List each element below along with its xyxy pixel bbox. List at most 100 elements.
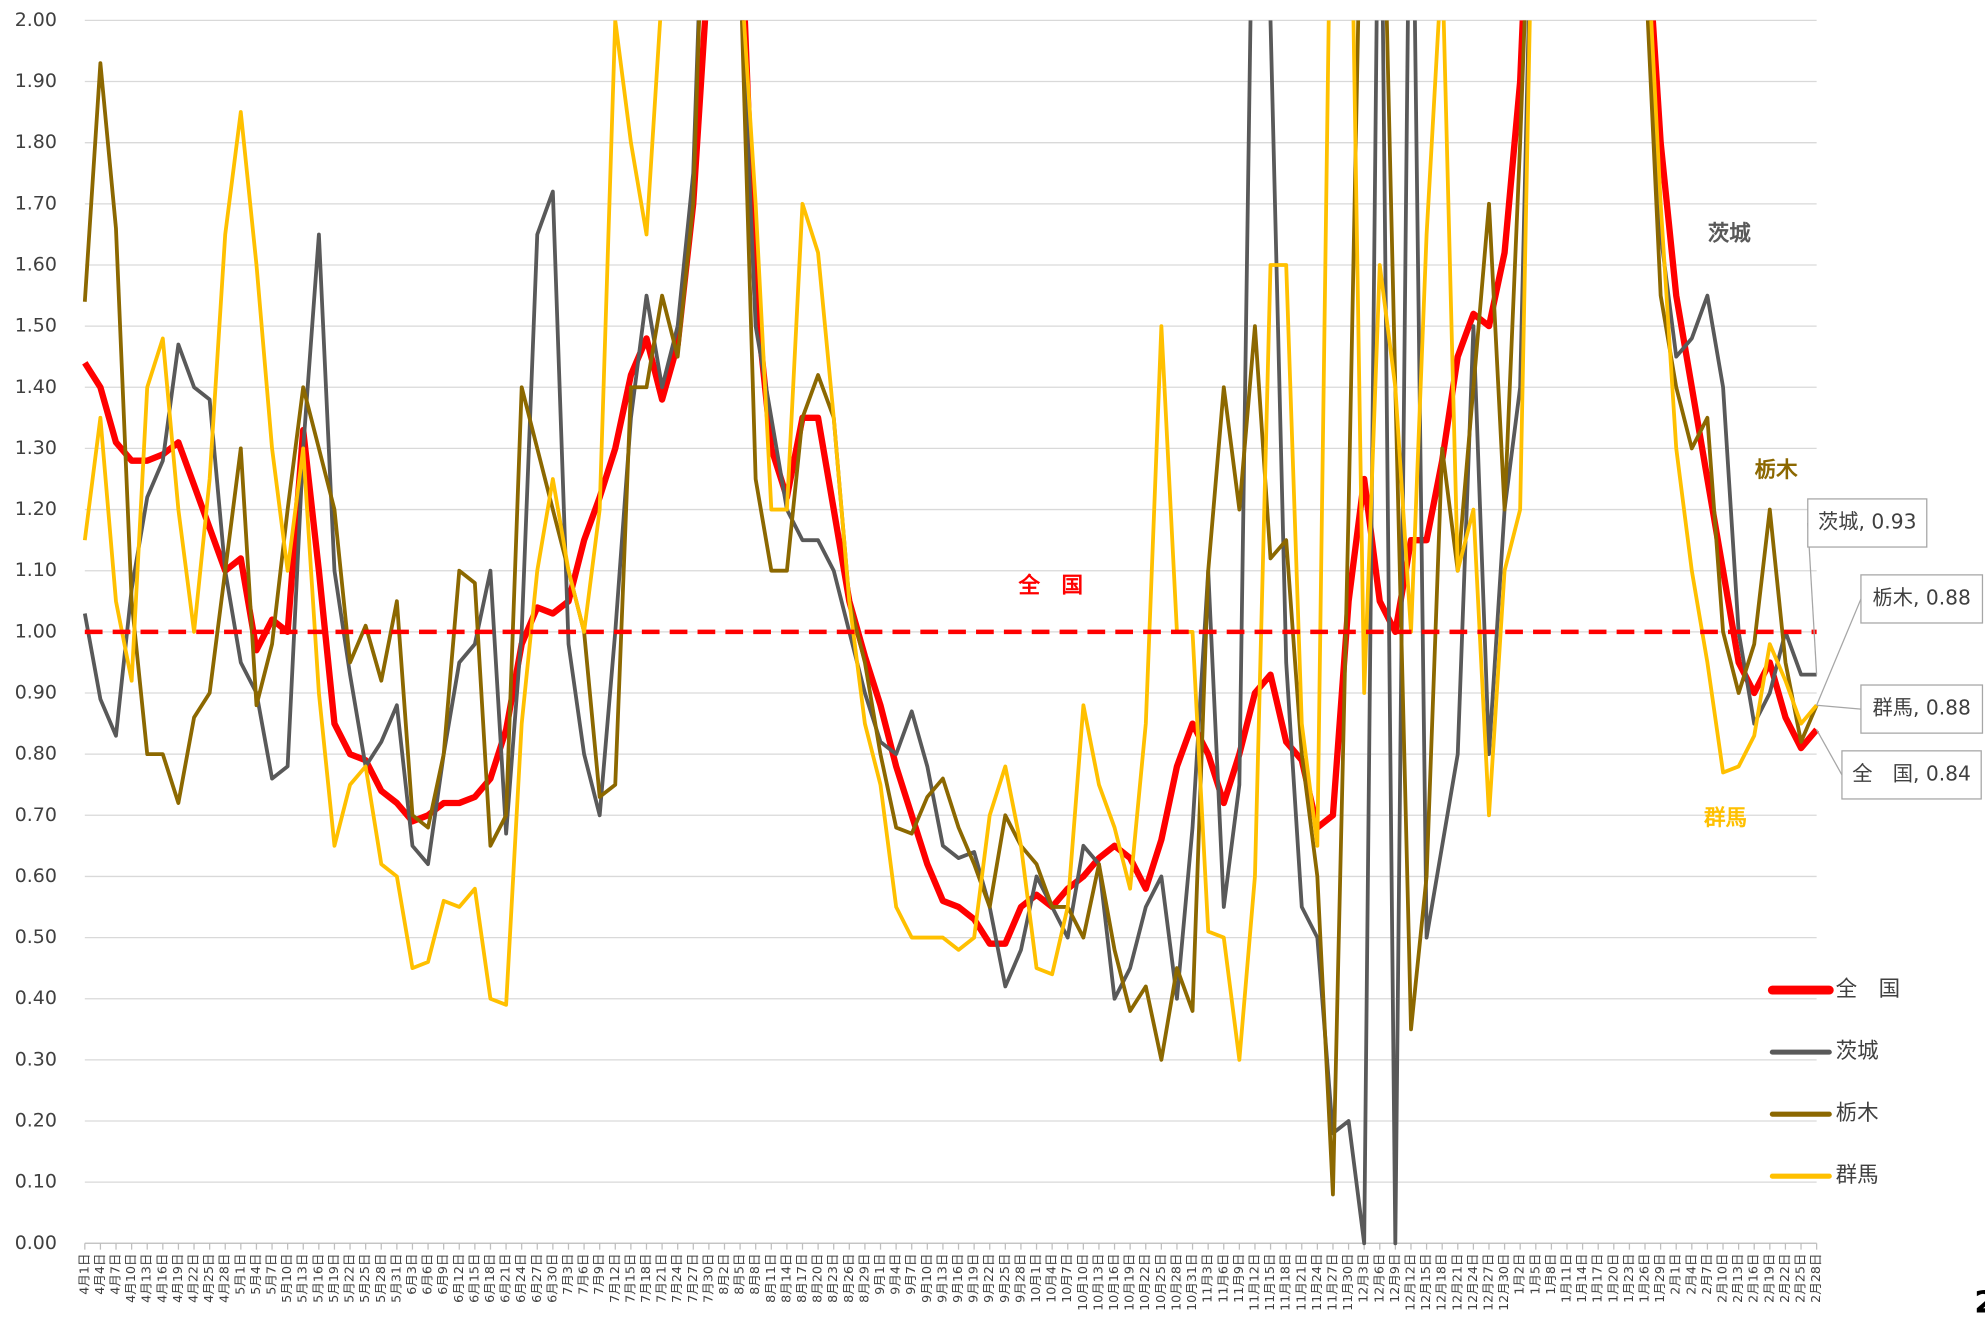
- page-number: 2: [1974, 1286, 1985, 1321]
- x-tick-label: 10月25日: [1153, 1253, 1168, 1310]
- callout-box: [1841, 750, 1982, 800]
- y-tick-label: 0.70: [15, 804, 57, 826]
- x-tick-label: 4月25日: [201, 1253, 216, 1302]
- x-tick-label: 1月11日: [1558, 1253, 1573, 1302]
- x-tick-label: 7月24日: [669, 1253, 684, 1302]
- x-tick-label: 9月22日: [981, 1253, 996, 1302]
- y-tick-label: 1.90: [15, 70, 57, 92]
- x-tick-label: 2月4日: [1683, 1253, 1698, 1294]
- x-tick-label: 2月16日: [1746, 1253, 1761, 1302]
- x-tick-label: 8月11日: [763, 1253, 778, 1302]
- x-tick-label: 8月20日: [810, 1253, 825, 1302]
- x-tick-label: 7月6日: [576, 1253, 591, 1294]
- x-tick-label: 8月5日: [732, 1253, 747, 1294]
- x-tick-label: 4月28日: [217, 1253, 232, 1302]
- x-tick-label: 7月30日: [700, 1253, 715, 1302]
- x-tick-label: 10月16日: [1106, 1253, 1121, 1310]
- legend-label: 茨城: [1836, 1039, 1879, 1064]
- x-tick-label: 7月27日: [685, 1253, 700, 1302]
- x-tick-label: 6月9日: [435, 1253, 450, 1294]
- x-tick-label: 5月16日: [310, 1253, 325, 1302]
- x-tick-label: 6月30日: [544, 1253, 559, 1302]
- x-tick-label: 5月1日: [232, 1253, 247, 1294]
- y-tick-label: 0.50: [15, 926, 57, 948]
- callout-label: 茨城, 0.93: [1818, 509, 1916, 533]
- x-tick-label: 4月19日: [170, 1253, 185, 1302]
- x-tick-label: 1月2日: [1512, 1253, 1527, 1294]
- y-tick-label: 1.70: [15, 192, 57, 214]
- callout-leader: [1816, 729, 1843, 776]
- x-tick-label: 12月18日: [1434, 1253, 1449, 1310]
- x-tick-label: 8月2日: [716, 1253, 731, 1294]
- x-tick-label: 12月24日: [1465, 1253, 1480, 1310]
- x-tick-label: 5月4日: [248, 1253, 263, 1294]
- y-tick-label: 0.10: [15, 1171, 57, 1193]
- y-tick-label: 1.30: [15, 437, 57, 459]
- x-tick-label: 9月28日: [1012, 1253, 1027, 1302]
- x-tick-label: 10月7日: [1059, 1253, 1074, 1302]
- x-tick-label: 12月15日: [1418, 1253, 1433, 1310]
- x-tick-label: 5月31日: [388, 1253, 403, 1302]
- x-tick-label: 2月19日: [1761, 1253, 1776, 1302]
- x-tick-label: 4月16日: [154, 1253, 169, 1302]
- y-tick-label: 0.30: [15, 1048, 57, 1070]
- x-tick-label: 5月19日: [326, 1253, 341, 1302]
- x-tick-label: 11月3日: [1200, 1253, 1215, 1302]
- x-tick-label: 10月28日: [1168, 1253, 1183, 1310]
- x-tick-label: 8月23日: [825, 1253, 840, 1302]
- x-tick-label: 9月16日: [950, 1253, 965, 1302]
- x-tick-label: 11月30日: [1340, 1253, 1355, 1310]
- annotation: 全 国: [1017, 572, 1083, 598]
- y-tick-label: 0.60: [15, 865, 57, 887]
- x-tick-label: 11月15日: [1262, 1253, 1277, 1310]
- callout-label: 栃木, 0.88: [1872, 585, 1970, 609]
- legend-label: 栃木: [1836, 1101, 1879, 1126]
- x-tick-label: 4月7日: [108, 1253, 123, 1294]
- x-tick-label: 4月10日: [123, 1253, 138, 1302]
- y-tick-label: 1.10: [15, 559, 57, 581]
- x-tick-label: 7月12日: [607, 1253, 622, 1302]
- x-tick-label: 11月21日: [1293, 1253, 1308, 1310]
- y-tick-label: 1.50: [15, 315, 57, 337]
- y-tick-label: 0.20: [15, 1110, 57, 1132]
- x-tick-label: 8月26日: [841, 1253, 856, 1302]
- x-tick-label: 5月22日: [342, 1253, 357, 1302]
- x-tick-label: 10月1日: [1028, 1253, 1043, 1302]
- x-tick-label: 12月30日: [1496, 1253, 1511, 1310]
- x-tick-label: 10月22日: [1137, 1253, 1152, 1310]
- x-tick-label: 6月12日: [451, 1253, 466, 1302]
- x-tick-label: 7月9日: [591, 1253, 606, 1294]
- x-tick-label: 5月25日: [357, 1253, 372, 1302]
- x-tick-label: 7月21日: [654, 1253, 669, 1302]
- x-tick-label: 12月3日: [1356, 1253, 1371, 1302]
- x-tick-label: 5月10日: [279, 1253, 294, 1302]
- y-tick-label: 1.20: [15, 498, 57, 520]
- x-tick-label: 2月25日: [1793, 1253, 1808, 1302]
- callout-label: 群馬, 0.88: [1872, 696, 1970, 720]
- x-tick-label: 10月19日: [1122, 1253, 1137, 1310]
- y-tick-label: 1.00: [15, 620, 57, 642]
- x-tick-label: 1月14日: [1574, 1253, 1589, 1302]
- y-tick-label: 0.40: [15, 987, 57, 1009]
- x-tick-label: 11月27日: [1324, 1253, 1339, 1310]
- callout-box: [1860, 574, 1984, 624]
- x-tick-label: 12月21日: [1449, 1253, 1464, 1310]
- callout-box: [1807, 498, 1928, 548]
- series-line: [82, 20, 1819, 1197]
- x-tick-label: 9月10日: [919, 1253, 934, 1302]
- x-tick-label: 8月14日: [778, 1253, 793, 1302]
- x-tick-label: 8月29日: [856, 1253, 871, 1302]
- plot-area: [82, 20, 1820, 1246]
- x-tick-label: 6月21日: [498, 1253, 513, 1302]
- x-tick-label: 1月23日: [1621, 1253, 1636, 1302]
- callout-leader: [1816, 704, 1861, 710]
- y-tick-label: 1.40: [15, 376, 57, 398]
- x-tick-label: 12月6日: [1371, 1253, 1386, 1302]
- callout-leader: [1816, 598, 1862, 706]
- x-tick-label: 4月13日: [139, 1253, 154, 1302]
- x-tick-label: 6月6日: [420, 1253, 435, 1294]
- x-tick-label: 1月17日: [1590, 1253, 1605, 1302]
- x-tick-label: 12月27日: [1480, 1253, 1495, 1310]
- x-tick-label: 6月18日: [482, 1253, 497, 1302]
- callout-label: 全 国, 0.84: [1852, 761, 1971, 785]
